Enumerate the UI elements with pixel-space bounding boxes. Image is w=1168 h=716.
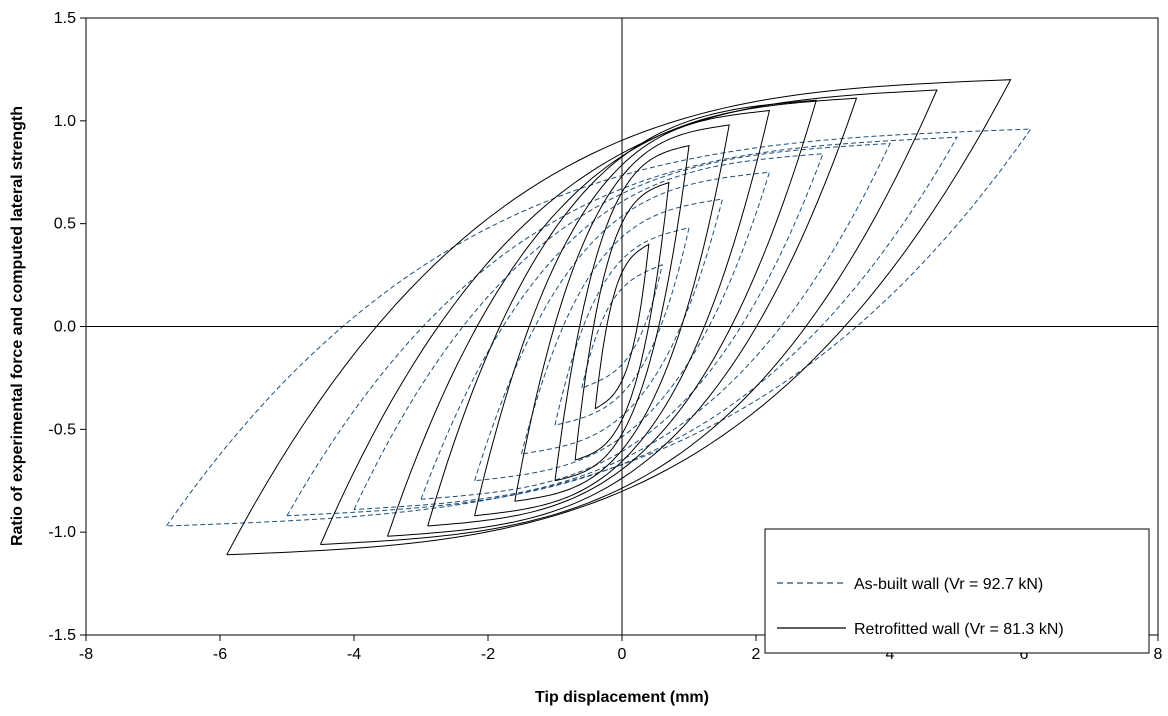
as-built-cycle-6 [353, 142, 891, 510]
y-tick-label: -0.5 [48, 421, 76, 438]
x-tick-label: 6 [1020, 646, 1029, 663]
x-tick-label: -2 [481, 646, 495, 663]
retrofitted-cycle-7 [387, 97, 858, 537]
x-tick-label: -4 [347, 646, 361, 663]
y-tick-label: -1.0 [48, 524, 76, 541]
as-built-cycle-7 [286, 136, 958, 517]
y-tick-label: 1.0 [54, 113, 76, 130]
x-tick-label: -6 [213, 646, 227, 663]
x-tick-label: 2 [752, 646, 761, 663]
as-built-cycle-3 [521, 198, 724, 455]
legend: As-built wall (Vr = 92.7 kN) Retrofitted… [764, 528, 1150, 654]
x-tick-label: 8 [1154, 646, 1163, 663]
legend-label-retrofitted: Retrofitted wall (Vr = 81.3 kN) [854, 621, 1064, 638]
retrofitted-cycle-5 [474, 109, 771, 517]
data-curves [165, 79, 1032, 556]
x-tick-label: 4 [886, 646, 895, 663]
retrofitted-cycle-2 [574, 181, 670, 461]
y-tick-label: -1.5 [48, 627, 76, 644]
as-built-cycle-2 [554, 227, 690, 426]
legend-label-as-built: As-built wall (Vr = 92.7 kN) [854, 576, 1043, 593]
retrofitted-cycle-6 [427, 99, 817, 527]
x-tick-label: 0 [618, 646, 627, 663]
as-built-cycle-1 [581, 263, 663, 389]
y-tick-label: 1.5 [54, 10, 76, 27]
axis-ticks: -8 -6 -4 -2 0 2 4 6 8 -1.5 -1.0 -0.5 0.0 0.5 1.0 1.5 [48, 10, 1162, 663]
y-axis-title: Ratio of experimental force and computed… [9, 106, 26, 546]
y-tick-label: 0.5 [54, 216, 76, 233]
retrofitted-cycle-9 [226, 79, 1012, 556]
as-built-cycle-4 [474, 171, 771, 482]
retrofitted-cycle-1 [594, 243, 650, 410]
retrofitted-cycle-4 [514, 124, 730, 502]
x-axis-title: Tip displacement (mm) [535, 689, 709, 706]
x-tick-label: -8 [79, 646, 93, 663]
legend-box [764, 528, 1150, 654]
y-tick-label: 0.0 [54, 319, 76, 336]
retrofitted-cycle-8 [320, 89, 938, 545]
zero-axes [86, 18, 1158, 635]
retrofitted-cycle-3 [554, 144, 690, 482]
